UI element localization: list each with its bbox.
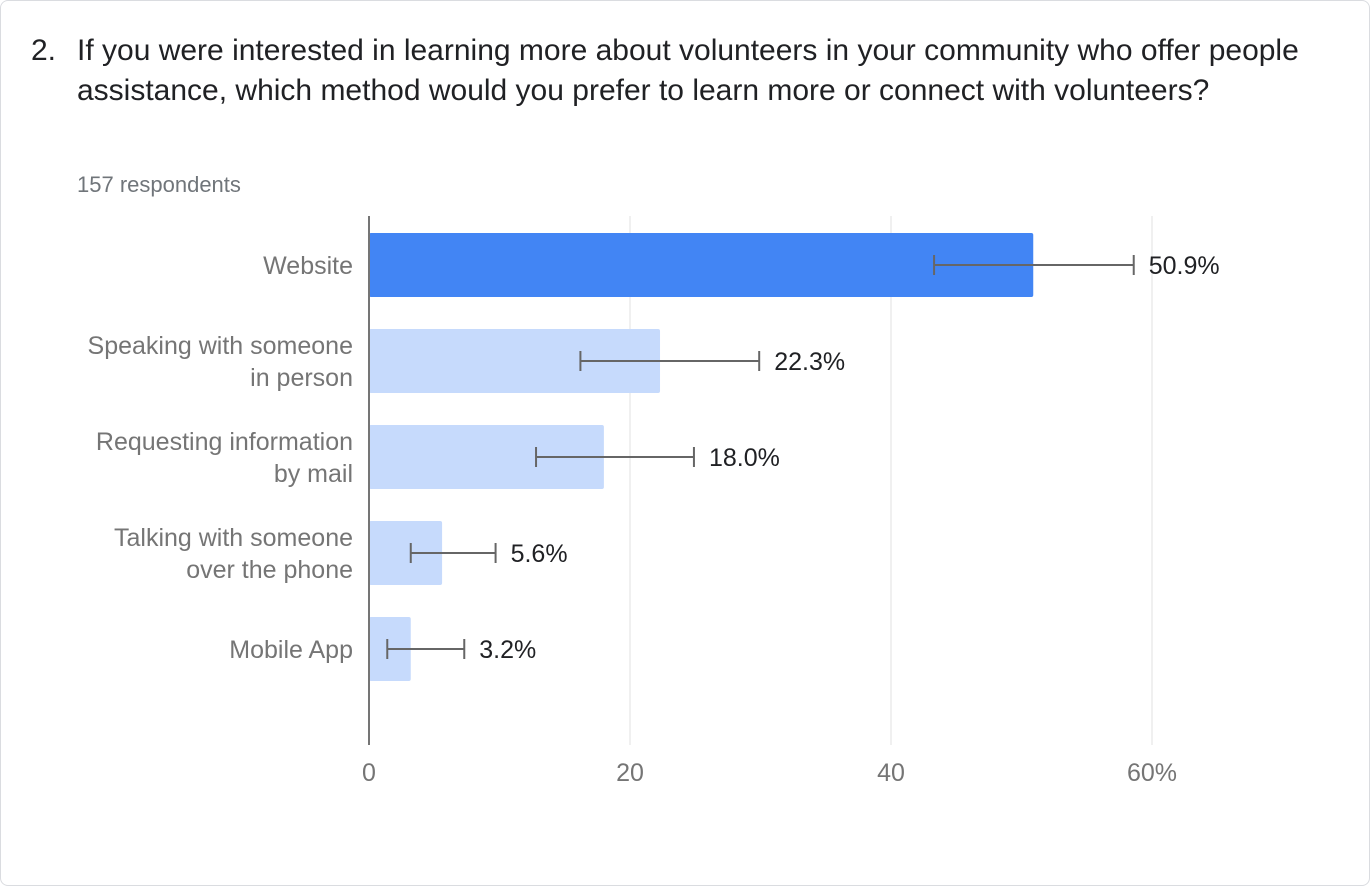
bar	[369, 425, 604, 489]
error-bars	[386, 255, 1135, 659]
question-text: If you were interested in learning more …	[77, 34, 1299, 107]
bars	[369, 233, 1034, 681]
bar	[369, 521, 443, 585]
category-label: Talking with someone	[114, 524, 353, 552]
category-label: in person	[250, 364, 353, 392]
question-number: 2.	[31, 34, 57, 67]
x-tick-label: 60%	[1127, 759, 1177, 787]
data-label: 5.6%	[511, 540, 568, 568]
question-title: 2. If you were interested in learning mo…	[31, 31, 1331, 111]
bar	[369, 233, 1034, 297]
category-label: Speaking with someone	[88, 332, 353, 360]
category-label: Requesting information	[96, 428, 353, 456]
bar	[369, 329, 661, 393]
category-label: Mobile App	[229, 636, 353, 664]
respondent-count: 157 respondents	[77, 172, 241, 197]
data-label: 18.0%	[709, 444, 780, 472]
category-label: by mail	[274, 460, 353, 488]
x-tick-label: 20	[616, 759, 644, 787]
x-tick-label: 0	[362, 759, 376, 787]
category-label: over the phone	[186, 556, 353, 584]
data-label: 3.2%	[479, 636, 536, 664]
gridlines	[629, 216, 1153, 745]
labels: 0 20 40 60% Website 50.9% Speaking with someon…	[88, 252, 1220, 787]
data-label: 22.3%	[774, 348, 845, 376]
category-label: Website	[263, 252, 353, 280]
data-label: 50.9%	[1149, 252, 1220, 280]
x-tick-label: 40	[877, 759, 905, 787]
